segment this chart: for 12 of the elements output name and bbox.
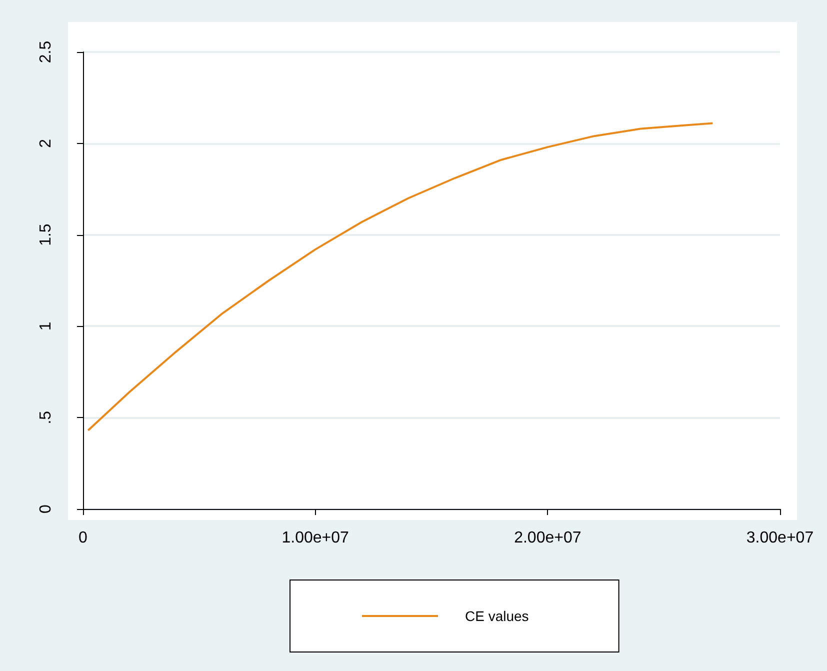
y-tick-label: 0 (38, 504, 54, 514)
y-tick-label: 1.5 (38, 224, 54, 246)
y-tick-label: 2 (38, 138, 54, 148)
y-tick-label: 1 (38, 322, 54, 331)
text: CE values (465, 608, 529, 624)
x-tick-label: 1.00e+07 (282, 530, 350, 546)
y-tick-label: 2.5 (38, 40, 54, 64)
x-tick-label: 3.00e+07 (746, 530, 814, 546)
x-tick-label: 0 (78, 530, 88, 546)
line-series (87, 122, 714, 432)
x-tick-label: 2.00e+07 (514, 530, 582, 546)
y-tick-label: .5 (38, 410, 54, 424)
